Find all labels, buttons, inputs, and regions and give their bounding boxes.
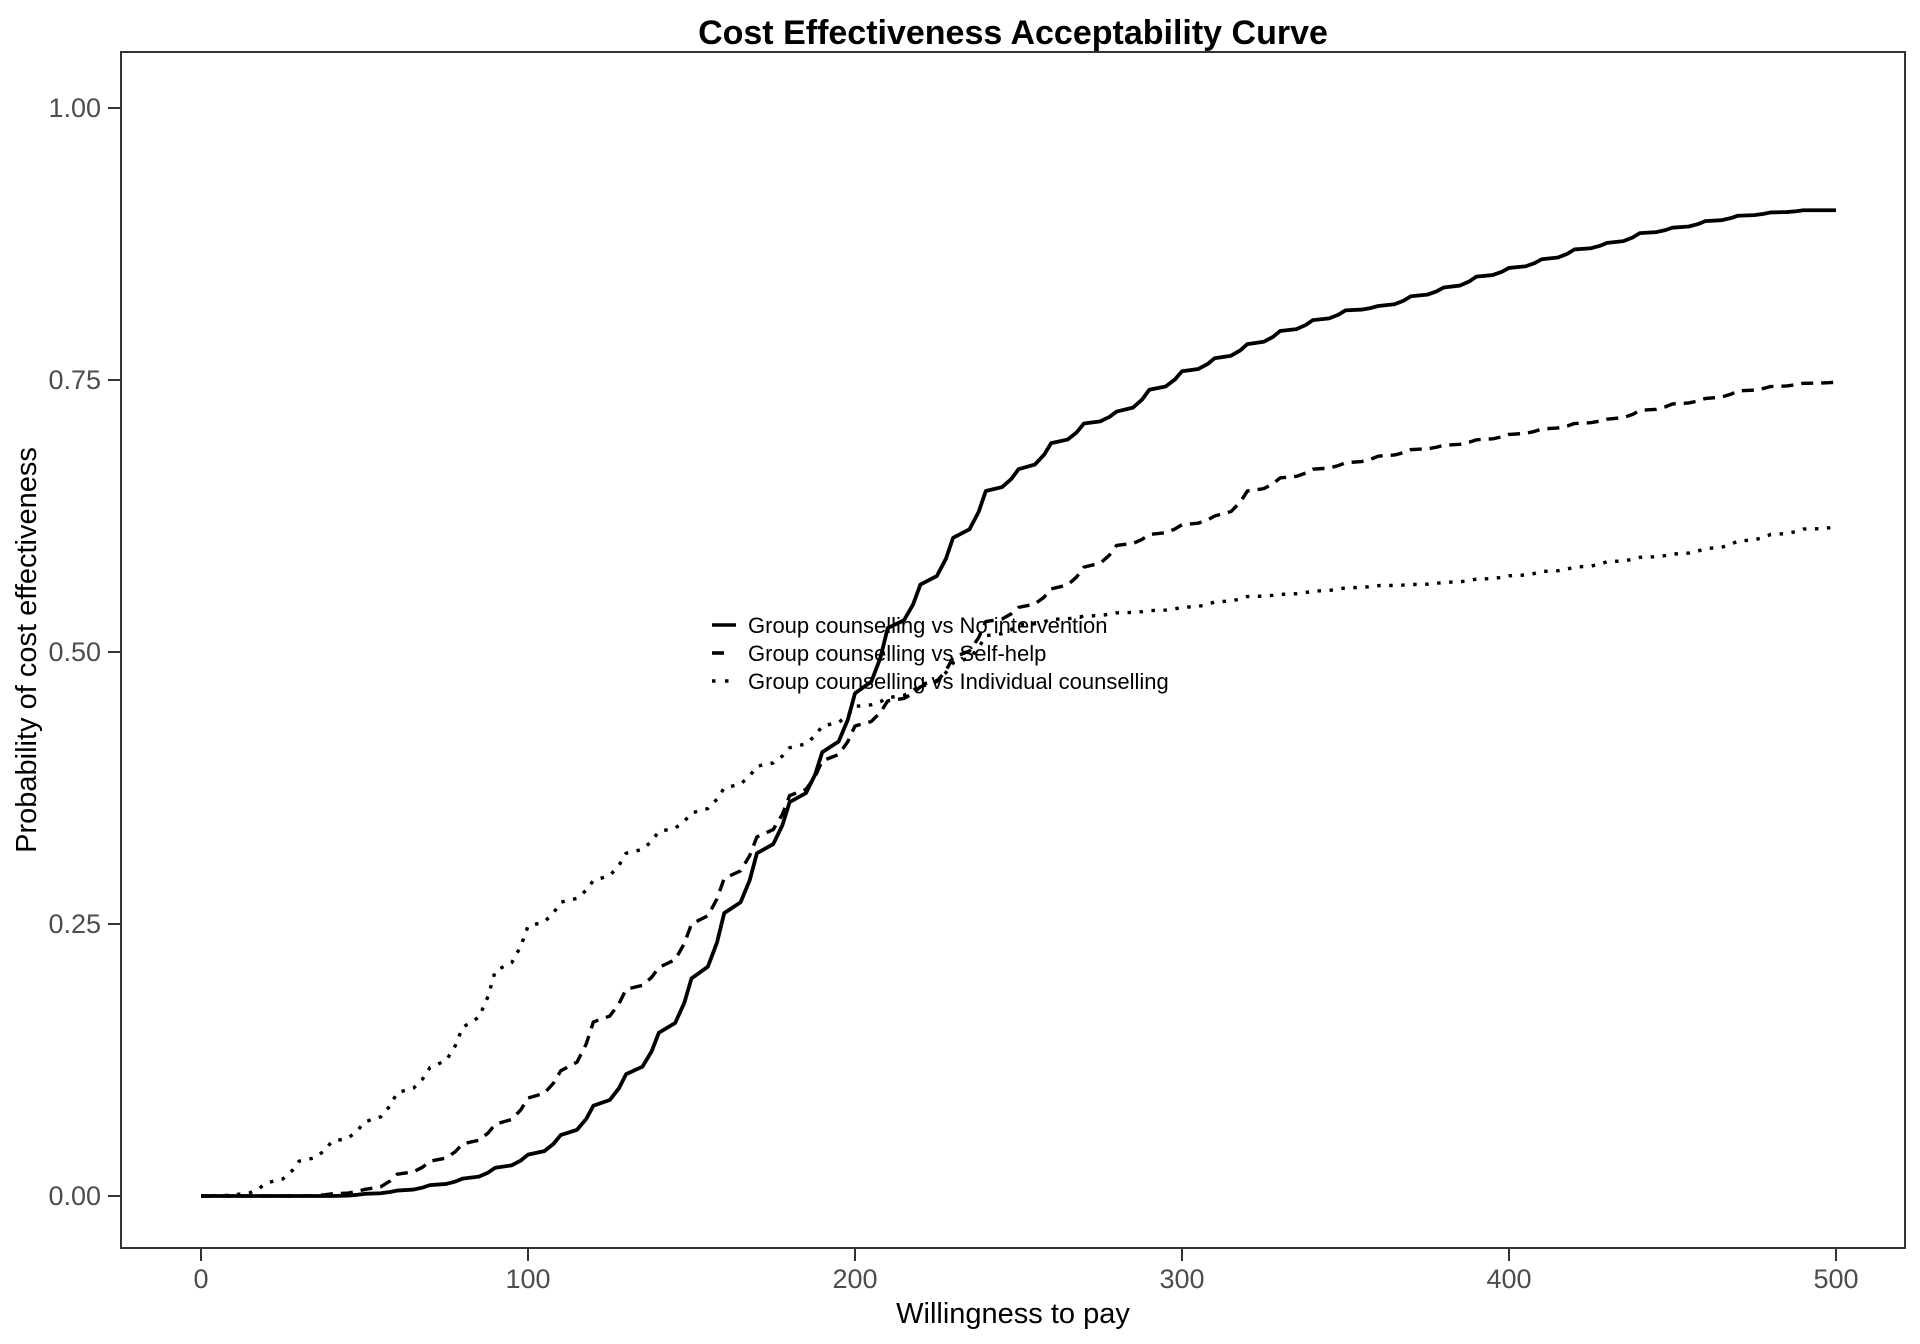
- x-tick-label: 0: [193, 1264, 208, 1294]
- axes: 0 100 200 300 400 500 0.00 0.25 0.50 0.75 1.00: [48, 93, 1858, 1294]
- x-tick-label: 400: [1486, 1264, 1531, 1294]
- curve-solid: [201, 208, 1836, 1198]
- y-tick-label: 0.25: [48, 909, 101, 939]
- legend-label-dotted: Group counselling vs Individual counsell…: [748, 669, 1169, 694]
- y-tick-label: 1.00: [48, 93, 101, 123]
- y-tick-label: 0.75: [48, 365, 101, 395]
- y-tick-label: 0.50: [48, 637, 101, 667]
- plot-title: Cost Effectiveness Acceptability Curve: [698, 14, 1328, 52]
- y-tick-label: 0.00: [48, 1181, 101, 1211]
- legend: Group counselling vs No intervention Grou…: [712, 613, 1169, 694]
- panel-border: [120, 51, 1906, 1249]
- curve-dashed: [201, 380, 1837, 1198]
- legend-label-dashed: Group counselling vs Self-help: [748, 641, 1046, 666]
- y-axis-title: Probability of cost effectiveness: [11, 447, 43, 853]
- x-axis-title: Willingness to pay: [896, 1298, 1130, 1330]
- x-tick-label: 200: [832, 1264, 877, 1294]
- curves: [200, 208, 1837, 1198]
- legend-label-solid: Group counselling vs No intervention: [748, 613, 1108, 638]
- x-tick-label: 500: [1813, 1264, 1858, 1294]
- x-tick-label: 100: [505, 1264, 550, 1294]
- x-tick-label: 300: [1159, 1264, 1204, 1294]
